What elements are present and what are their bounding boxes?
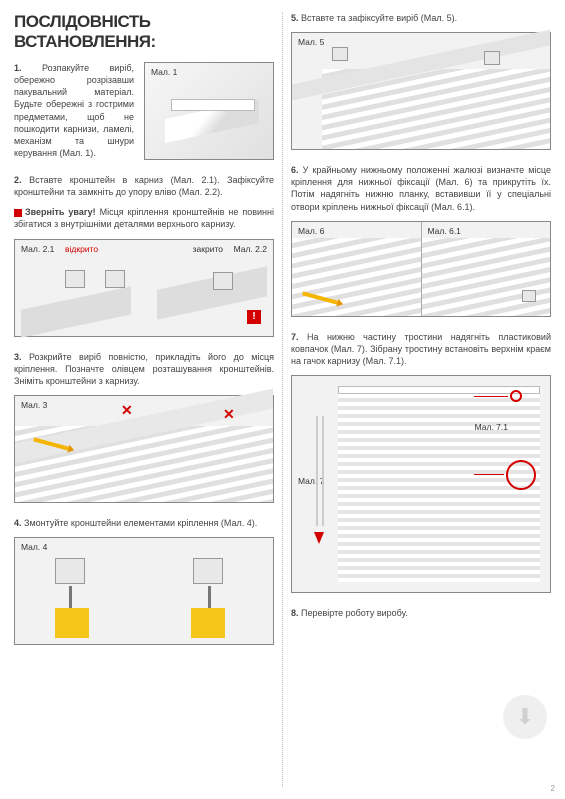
watermark-icon: ⬇ bbox=[503, 695, 547, 739]
step1-row: 1. Розпакуйте виріб, обережно розрізавши… bbox=[14, 62, 274, 160]
closed-label: закрито bbox=[193, 244, 223, 254]
fig21-label: Мал. 2.1 bbox=[21, 244, 54, 254]
left-column: ПОСЛІДОВНІСТЬ ВСТАНОВЛЕННЯ: 1. Розпакуйт… bbox=[0, 0, 278, 799]
column-divider bbox=[282, 12, 283, 787]
figure-5: Мал. 5 bbox=[291, 32, 551, 150]
right-column: 5. Вставте та зафіксуйте виріб (Мал. 5).… bbox=[287, 0, 565, 799]
step7-text: 7. На нижню частину тростини надягніть п… bbox=[291, 331, 551, 367]
x-mark-2: ✕ bbox=[223, 406, 237, 420]
open-label: відкрито bbox=[65, 244, 98, 254]
fig71-label: Мал. 7.1 bbox=[475, 422, 508, 432]
step8-text: 8. Перевірте роботу виробу. bbox=[291, 607, 551, 619]
figure-1: Мал. 1 bbox=[144, 62, 274, 160]
step1-text: 1. Розпакуйте виріб, обережно розрізавши… bbox=[14, 62, 134, 160]
step6-text: 6. У крайньому нижньому положенні жалюзі… bbox=[291, 164, 551, 213]
figure-3: Мал. 3 ✕ ✕ bbox=[14, 395, 274, 503]
page-number: 2 bbox=[551, 784, 555, 793]
step2-warning: Зверніть увагу! Місця кріплення кронштей… bbox=[14, 206, 274, 230]
fig61-label: Мал. 6.1 bbox=[428, 226, 461, 236]
figure-2: Мал. 2.1 відкрито закрито Мал. 2.2 ! bbox=[14, 239, 274, 337]
figure-6: Мал. 6 Мал. 6.1 bbox=[291, 221, 551, 317]
fig6-label: Мал. 6 bbox=[298, 226, 324, 236]
fig7-label: Мал. 7 bbox=[298, 476, 324, 486]
fig22-label: Мал. 2.2 bbox=[234, 244, 267, 254]
alert-icon: ! bbox=[247, 310, 261, 324]
page-title: ПОСЛІДОВНІСТЬ ВСТАНОВЛЕННЯ: bbox=[14, 12, 274, 52]
step5-text: 5. Вставте та зафіксуйте виріб (Мал. 5). bbox=[291, 12, 551, 24]
fig1-label: Мал. 1 bbox=[151, 67, 177, 77]
warn-icon bbox=[14, 209, 22, 217]
figure-7: Мал. 7 Мал. 7.1 bbox=[291, 375, 551, 593]
x-mark-1: ✕ bbox=[121, 402, 135, 416]
fig5-label: Мал. 5 bbox=[298, 37, 324, 47]
step4-text: 4. Змонтуйте кронштейни елементами кріпл… bbox=[14, 517, 274, 529]
step2-text: 2. Вставте кронштейн в карниз (Мал. 2.1)… bbox=[14, 174, 274, 198]
fig4-label: Мал. 4 bbox=[21, 542, 47, 552]
figure-4: Мал. 4 bbox=[14, 537, 274, 645]
step3-text: 3. Розкрийте виріб повністю, прикладіть … bbox=[14, 351, 274, 387]
fig3-label: Мал. 3 bbox=[21, 400, 47, 410]
